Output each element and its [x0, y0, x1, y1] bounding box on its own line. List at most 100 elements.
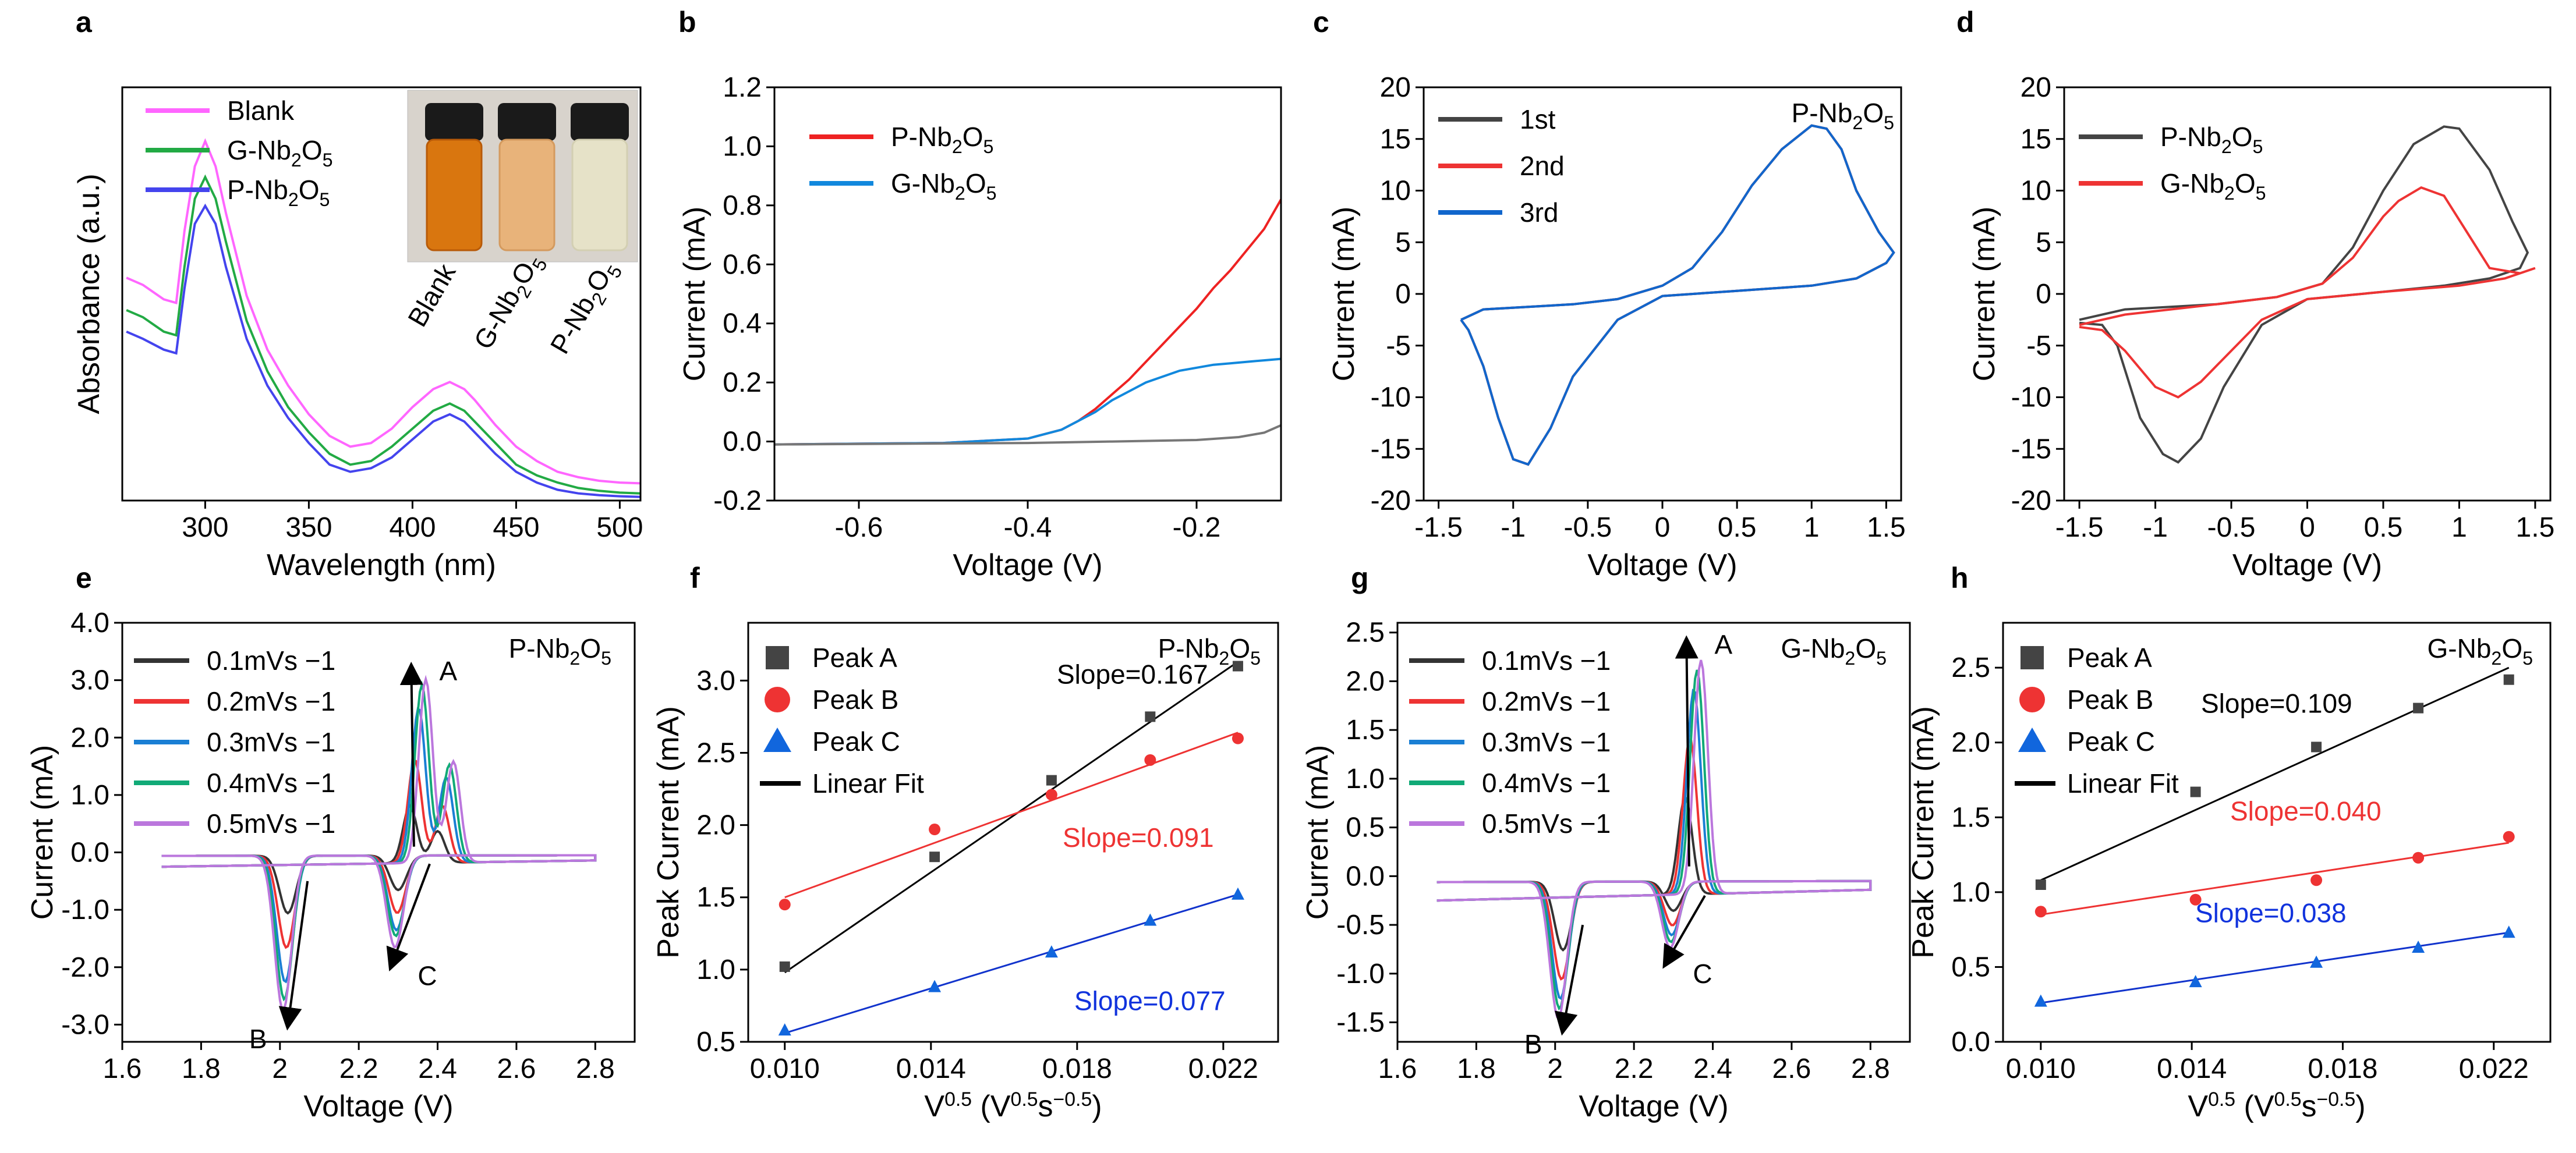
series-line — [126, 174, 641, 495]
y-tick-label: 2.0 — [70, 722, 109, 753]
x-tick-label: -0.6 — [835, 512, 883, 543]
y-tick-label: 0.0 — [70, 838, 109, 868]
legend-label: Peak B — [2067, 684, 2153, 715]
x-axis-label: Wavelength (nm) — [267, 548, 496, 582]
inset-label: G-Nb2O5 — [468, 247, 551, 357]
legend-marker — [2019, 687, 2045, 712]
data-point — [2189, 975, 2202, 988]
x-tick-label: 0.010 — [750, 1053, 820, 1084]
y-tick-label: -1.0 — [61, 895, 109, 925]
x-tick-label: 0.5 — [2364, 512, 2403, 543]
arrow — [1554, 924, 1584, 1036]
y-tick-label: -15 — [1371, 434, 1411, 464]
vial — [498, 139, 555, 251]
panel-h: h 0.010 0.014 0.018 0.022 0.0 0.5 1.0 1.5 2.0 2.5 V… — [1906, 562, 2552, 1123]
x-axis-label: Voltage (V) — [953, 548, 1102, 582]
y-tick-label: 2.5 — [696, 737, 735, 768]
data-point — [2310, 955, 2323, 968]
plot-area — [2079, 125, 2536, 464]
legend-label: 0.3mVs −1 — [1482, 727, 1611, 757]
y-tick-label: 10 — [1380, 176, 1411, 207]
legend-label: P-Nb2O5 — [891, 122, 993, 157]
plot-area — [1460, 124, 1895, 466]
series-line — [2079, 125, 2529, 464]
x-tick-label: 0.014 — [2157, 1053, 2227, 1084]
data-point — [1144, 913, 1157, 926]
legend-label: 0.5mVs −1 — [207, 808, 335, 839]
vial — [426, 139, 483, 251]
slope-label: Slope=0.091 — [1063, 822, 1214, 853]
legend-marker — [763, 728, 791, 752]
y-tick-label: 20 — [2021, 72, 2051, 103]
x-tick-label: 1 — [1804, 512, 1820, 543]
legend-label: G-Nb2O5 — [891, 168, 997, 204]
slope-label: Slope=0.038 — [2195, 897, 2347, 928]
panel-label-b: b — [678, 6, 696, 38]
series-line — [774, 198, 1281, 446]
data-point — [1045, 945, 1058, 958]
arrow — [1662, 895, 1706, 969]
peak-label-C: C — [1693, 959, 1712, 989]
y-tick-label: 2.5 — [1346, 618, 1385, 648]
data-point — [1232, 661, 1243, 672]
x-tick-label: 0.018 — [2308, 1053, 2377, 1084]
y-tick-label: -10 — [2011, 382, 2051, 413]
x-tick-label: 0.022 — [2459, 1053, 2529, 1084]
x-tick-label: 1.6 — [1378, 1053, 1417, 1084]
x-tick-label: 0.014 — [896, 1053, 966, 1084]
fit-line — [784, 732, 1239, 899]
legend-label: Linear Fit — [2067, 768, 2179, 799]
panel-label-a: a — [76, 6, 93, 38]
y-tick-label: -20 — [1371, 485, 1411, 516]
plot-area — [161, 675, 597, 1012]
legend-label: 2nd — [1520, 151, 1565, 181]
x-axis-label: Voltage (V) — [1579, 1090, 1728, 1123]
y-tick-label: 1.0 — [1951, 877, 1990, 908]
y-tick-label: -1.0 — [1336, 959, 1385, 989]
x-axis-label: Voltage (V) — [2232, 548, 2382, 582]
panel-label-e: e — [76, 562, 92, 594]
data-point — [2413, 703, 2424, 714]
panel-label-c: c — [1313, 6, 1329, 38]
x-tick-label: 0.018 — [1042, 1053, 1112, 1084]
y-tick-label: 1.0 — [70, 780, 109, 811]
y-tick-label: 1.2 — [723, 72, 762, 103]
x-tick-label: 500 — [596, 512, 643, 543]
x-tick-label: 0 — [2299, 512, 2315, 543]
x-tick-label: 1.5 — [1867, 512, 1906, 543]
panel-b: b -0.6 -0.4 -0.2 -0.2 0.0 0.2 0.4 0.6 0.8 1.0 1.2 Vo… — [678, 6, 1282, 582]
plot-area — [778, 661, 1244, 1036]
x-tick-label: 400 — [389, 512, 436, 543]
y-tick-label: 1.5 — [696, 882, 735, 913]
y-tick-label: 0 — [1395, 279, 1411, 310]
fit-line — [2040, 931, 2509, 1004]
legend-label: 0.1mVs −1 — [1482, 645, 1611, 676]
legend-marker — [2018, 728, 2046, 752]
y-tick-label: 0.0 — [1346, 861, 1385, 892]
data-point — [1145, 711, 1156, 722]
x-axis-label: Voltage (V) — [1587, 548, 1737, 582]
x-tick-label: -0.2 — [1173, 512, 1221, 543]
legend-label: Peak C — [2067, 726, 2155, 757]
peak-label-B: B — [249, 1024, 267, 1054]
plot-frame — [2002, 622, 2552, 1043]
legend-label: 3rd — [1520, 197, 1558, 228]
legend-label: 1st — [1520, 104, 1556, 134]
data-point — [2412, 852, 2425, 864]
y-tick-label: 0.6 — [723, 249, 762, 280]
data-point — [2035, 879, 2046, 890]
series-line — [1460, 124, 1895, 466]
panel-annotation: G-Nb2O5 — [2427, 633, 2533, 669]
data-point — [778, 1023, 791, 1036]
data-point — [2310, 874, 2323, 886]
slope-label: Slope=0.109 — [2201, 688, 2352, 718]
x-tick-label: 350 — [285, 512, 332, 543]
x-tick-label: 1.8 — [1457, 1053, 1496, 1084]
inset-label: Blank — [402, 258, 462, 332]
plot-area — [2034, 666, 2515, 1007]
plot-area — [774, 198, 1281, 446]
y-axis-label: Absorbance (a.u.) — [72, 173, 106, 414]
panel-annotation: G-Nb2O5 — [1781, 633, 1887, 669]
data-point — [929, 824, 941, 836]
y-axis-label: Current (mA) — [678, 207, 712, 381]
